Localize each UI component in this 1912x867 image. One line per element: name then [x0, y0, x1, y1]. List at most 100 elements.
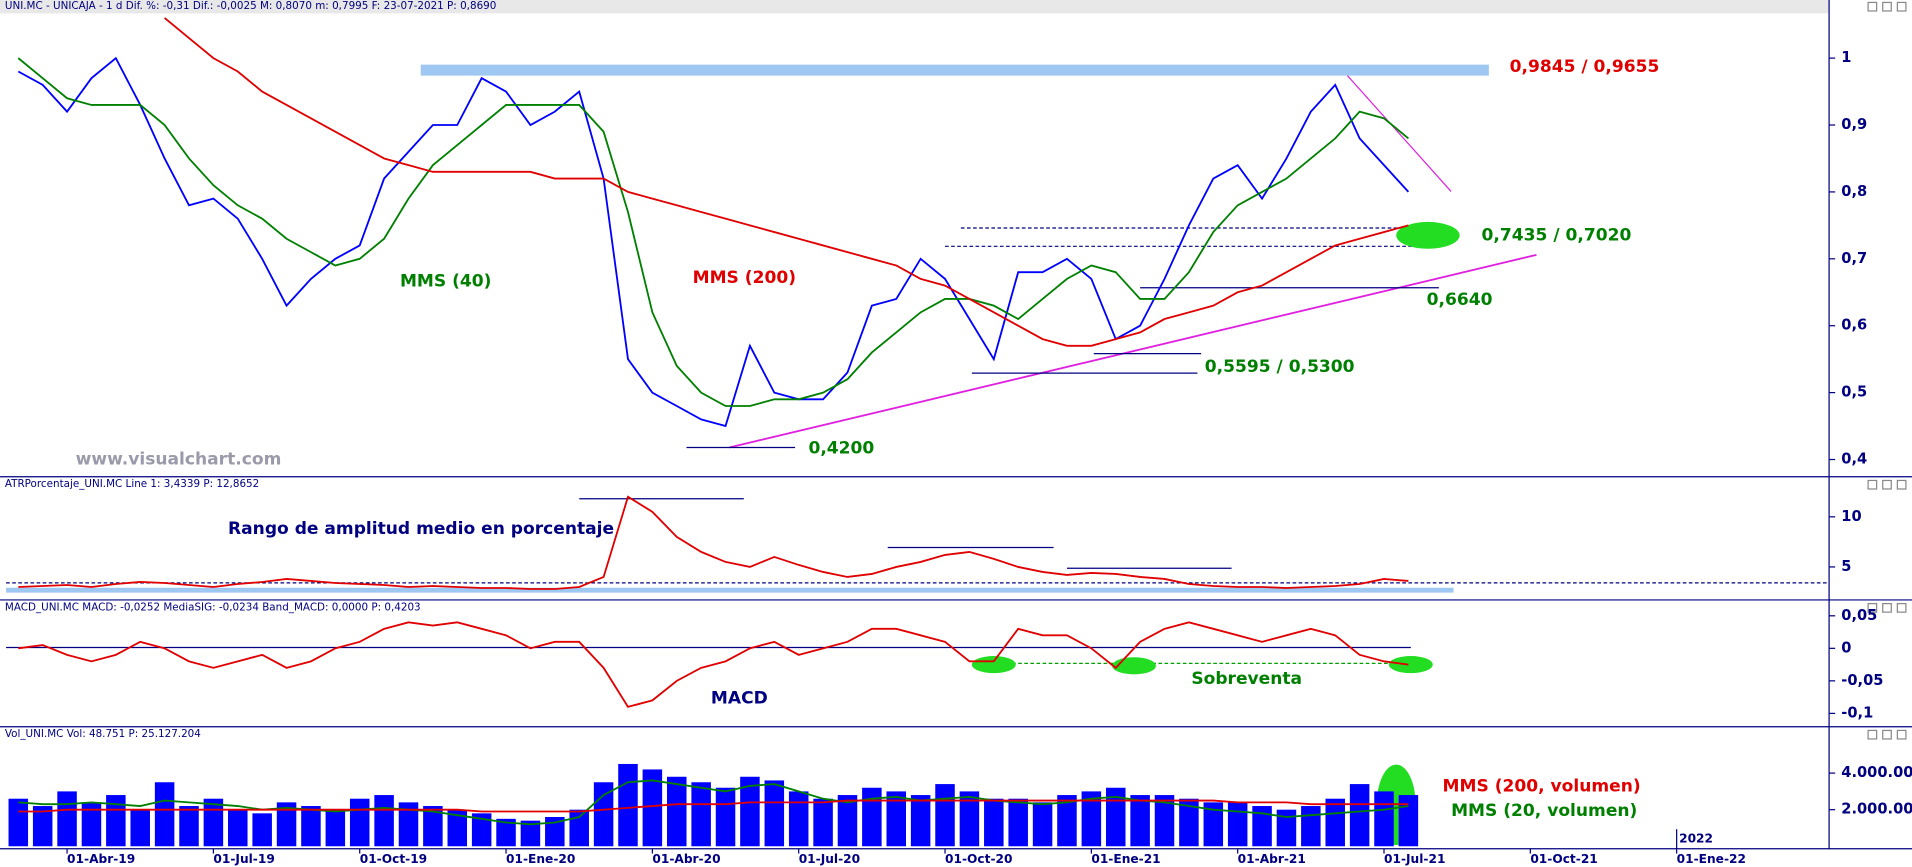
x-tick-label: 01-Abr-19 — [67, 852, 135, 866]
button[interactable] — [1882, 1, 1892, 12]
button[interactable] — [1896, 602, 1907, 613]
volume-bar — [1398, 795, 1419, 847]
volume-bar — [1130, 795, 1150, 847]
y-tick-label: -0,05 — [1841, 672, 1883, 689]
annotation: 0,7435 / 0,7020 — [1482, 225, 1632, 245]
series-line — [18, 495, 1409, 590]
volume-bar — [1008, 798, 1028, 847]
volume-bar — [1203, 802, 1224, 847]
volume-bar — [1057, 795, 1077, 847]
volume-bar — [667, 776, 687, 847]
volume-bar — [81, 802, 102, 847]
volume-bar — [886, 791, 907, 847]
volume-bar — [813, 798, 833, 847]
annotation: MACD — [711, 689, 768, 709]
y-tick-label: 0 — [1841, 639, 1851, 656]
x-tick-label: 01-Jul-20 — [799, 852, 860, 866]
y-tick-label: 10 — [1841, 508, 1861, 525]
annotation: 0,4200 — [808, 439, 874, 459]
volume-bar — [959, 791, 980, 847]
annotation: MMS (40) — [400, 272, 492, 292]
annotation: MMS (20, volumen) — [1451, 801, 1637, 821]
x-tick-label: 01-Oct-20 — [945, 852, 1012, 866]
y-tick-label: 5 — [1841, 558, 1851, 575]
marks: UNI.MC - UNICAJA - 1 d Dif. %: -0,31 Dif… — [5, 0, 1912, 866]
annotation: 0,6640 — [1427, 290, 1493, 310]
button[interactable] — [1882, 729, 1892, 740]
volume-bar — [1179, 798, 1199, 847]
panel-buttons — [1867, 1, 1907, 740]
panel-header: Vol_UNI.MC Vol: 48.751 P: 25.127.204 — [5, 728, 201, 740]
x-tick-label: 01-Ene-21 — [1091, 852, 1160, 866]
volume-bar — [862, 787, 882, 847]
levels — [6, 227, 1830, 649]
annotation: 0,9845 / 0,9655 — [1510, 57, 1660, 77]
volume-bar — [618, 763, 638, 847]
highlight — [1396, 221, 1460, 249]
volume-bar — [788, 791, 809, 847]
series-line — [18, 779, 1409, 826]
button[interactable] — [1896, 1, 1907, 12]
highlight — [971, 656, 1016, 674]
annotation: MMS (200, volumen) — [1443, 777, 1641, 797]
button[interactable] — [1867, 729, 1878, 740]
volume-bar — [471, 813, 492, 847]
volume-bar — [1032, 802, 1053, 847]
x-tick-label: 01-Jul-19 — [213, 852, 274, 866]
volume-bar — [691, 782, 711, 847]
volume-bar — [8, 798, 29, 847]
button[interactable] — [1867, 602, 1878, 613]
button[interactable] — [1882, 602, 1892, 613]
volume-bar — [740, 776, 760, 847]
volume-bar — [1105, 787, 1126, 847]
volume-bar — [228, 809, 248, 847]
volume-bar — [276, 802, 297, 847]
highlight — [1388, 656, 1433, 674]
volume-bar — [520, 820, 541, 847]
series-line — [17, 57, 1409, 407]
volume-bar — [325, 809, 346, 847]
volume-bar — [837, 795, 858, 847]
volume-bar — [398, 802, 419, 847]
x-tick-label: 01-Oct-21 — [1530, 852, 1597, 866]
volume-bar — [569, 809, 589, 847]
annotation: 0,5595 / 0,5300 — [1205, 357, 1355, 377]
y-tick-label: 0,7 — [1841, 250, 1867, 267]
y-tick-label: 0,5 — [1841, 384, 1867, 401]
volume-bar — [130, 809, 150, 847]
button[interactable] — [1882, 479, 1892, 490]
series-line — [17, 56, 1410, 428]
series-line — [164, 17, 1409, 347]
volume-bar — [374, 795, 394, 847]
volume-bar — [1227, 802, 1248, 847]
series-line — [18, 621, 1409, 708]
volume-bar — [154, 782, 175, 847]
down-trendline — [1346, 75, 1452, 192]
x-tick-label: 01-Abr-20 — [652, 852, 720, 866]
button[interactable] — [1867, 479, 1878, 490]
volume-bar — [935, 784, 955, 847]
volume-bar — [179, 806, 199, 847]
y-tick-label: 0,05 — [1841, 607, 1877, 624]
volume-bar — [984, 798, 1004, 847]
y-tick-label: 0,4 — [1841, 451, 1867, 468]
header-bar — [0, 0, 1830, 14]
volume-bar — [1349, 784, 1370, 847]
button[interactable] — [1896, 479, 1907, 490]
y-tick-label: -0,1 — [1841, 704, 1873, 721]
year-label: 2022 — [1679, 831, 1713, 845]
volume-bar — [1276, 809, 1297, 847]
highlight — [1112, 657, 1156, 675]
volume-bar — [764, 780, 785, 847]
volume-bar — [642, 769, 663, 847]
volume-bar — [1325, 798, 1345, 847]
button[interactable] — [1867, 1, 1878, 12]
y-tick-label: 0,6 — [1841, 317, 1867, 334]
button[interactable] — [1896, 729, 1907, 740]
volume-bar — [1301, 806, 1321, 847]
volume-bar — [496, 818, 516, 847]
series-line — [18, 799, 1409, 813]
resistance-band — [420, 64, 1489, 76]
